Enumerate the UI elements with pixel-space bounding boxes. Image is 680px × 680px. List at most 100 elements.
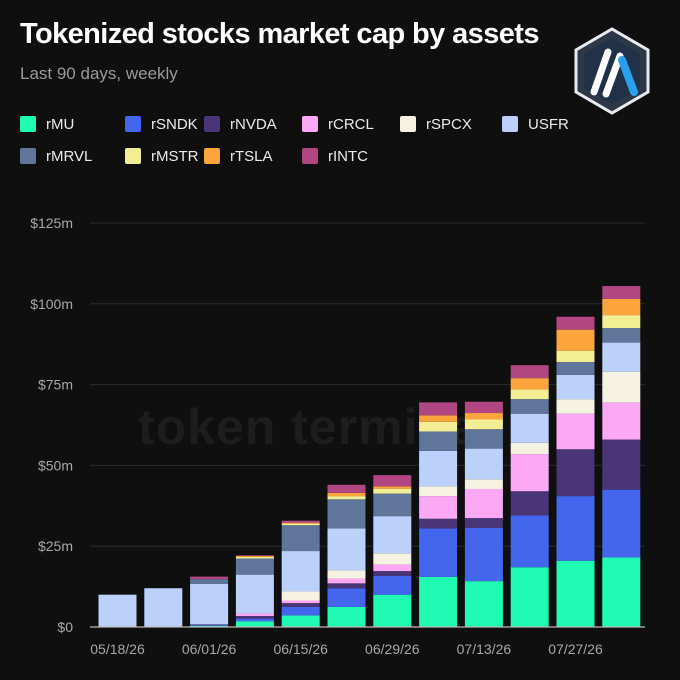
bar-segment-rnvda [281,603,320,607]
bar-segment-rmstr [602,315,641,329]
legend-item-rmrvl: rMRVL [20,146,92,166]
bar-segment-usfr [327,528,366,571]
bar-segment-rmstr [419,421,458,432]
x-tick-label: 07/27/26 [548,641,603,657]
bar-segment-rnvda [235,616,274,619]
legend-item-rnvda: rNVDA [204,114,277,134]
bar-segment-rintc [235,555,274,556]
bar-segment-rnvda [419,518,458,529]
bar-segment-rspcx [602,371,641,403]
bar-segment-rcrcl [281,600,320,604]
bar-segment-rintc [419,402,458,416]
legend-label: rNVDA [230,115,277,133]
bar-segment-rtsla [327,492,366,497]
legend-swatch [400,116,416,132]
bar-segment-rsndk [419,528,458,577]
bar-segment-rtsla [419,415,458,422]
bar-segment-rsndk [235,618,274,622]
bar-segment-rsndk [464,527,503,582]
legend-label: rMSTR [151,147,199,165]
bar-segment-rtsla [235,555,274,557]
bar-segment-usfr [464,448,503,480]
bar-segment-rintc [464,401,503,414]
bar-segment-rmrvl [419,431,458,451]
bar-segment-usfr [510,413,549,443]
legend-label: rCRCL [328,115,374,133]
bar-segment-rmrvl [281,525,320,552]
bar-segment-rmu [556,560,595,627]
y-tick-label: $25m [38,538,73,554]
bar-segment-rnvda [464,518,503,528]
bar-segment-rintc [602,286,641,299]
bar-segment-rmu [510,567,549,627]
bar-segment-rnvda [373,571,412,576]
bar-segment-rmstr [373,488,412,494]
legend-item-rsndk: rSNDK [125,114,198,134]
chart-legend: rMU rSNDK rNVDA rCRCL rSPCX USFR rMRVL rMSTR rTS… [20,114,569,174]
legend-swatch [204,148,220,164]
bar-segment-rintc [327,484,366,493]
bar-segment-rsndk [373,575,412,595]
bar-segment-rmu [327,606,366,627]
bar-segment-rintc [281,520,320,523]
legend-item-rmu: rMU [20,114,74,134]
bar-segment-rcrcl [373,564,412,572]
bar-segment-rcrcl [235,613,274,617]
bar-segment-rintc [373,475,412,487]
bar-segment-rnvda [190,624,229,626]
bar-segment-rspcx [419,486,458,497]
bar-segment-rtsla [510,378,549,390]
bar-segment-rspcx [327,570,366,579]
x-tick-label: 07/13/26 [457,641,512,657]
legend-item-rcrcl: rCRCL [302,114,374,134]
legend-swatch [125,116,141,132]
bar-segment-rmrvl [373,493,412,517]
bar-segment-rnvda [327,583,366,589]
bar-segment-rmrvl [510,399,549,414]
bar-segment-rnvda [602,439,641,490]
arbitrum-icon [574,27,650,115]
bar-segment-rspcx [281,591,320,601]
bar-segment-rnvda [510,491,549,516]
legend-item-rmstr: rMSTR [125,146,199,166]
bar-segment-rspcx [464,479,503,489]
bar-segment-rmrvl [556,361,595,375]
legend-item-usfr: USFR [502,114,569,134]
bar-segment-rmu [419,576,458,627]
x-tick-label: 06/01/26 [182,641,237,657]
bar-segment-rintc [510,365,549,379]
bar-segment-rmrvl [327,499,366,529]
bar-segment-rspcx [510,442,549,455]
y-tick-label: $125m [30,215,73,231]
y-tick-label: $75m [38,377,73,393]
bar-segment-rsndk [510,515,549,568]
bar-segment-rmstr [556,350,595,362]
legend-label: rSPCX [426,115,472,133]
legend-item-rspcx: rSPCX [400,114,472,134]
legend-label: USFR [528,115,569,133]
bar-segment-rmrvl [602,328,641,343]
bar-segment-rmu [235,621,274,627]
bar-segment-rsndk [281,606,320,616]
bar-segment-rmu [373,594,412,627]
bar-segment-usfr [144,588,183,627]
bar-segment-rspcx [373,553,412,565]
x-tick-label: 06/29/26 [365,641,420,657]
chart-subtitle: Last 90 days, weekly [20,64,178,83]
y-tick-label: $100m [30,296,73,312]
bar-segment-rmstr [510,389,549,400]
bar-segment-rsndk [602,489,641,558]
x-tick-label: 06/15/26 [273,641,328,657]
bar-segment-rmrvl [235,558,274,575]
bar-segment-rtsla [602,298,641,316]
legend-label: rTSLA [230,147,273,165]
chart-title: Tokenized stocks market cap by assets [20,18,539,50]
bar-segment-usfr [373,516,412,554]
bar-segment-rtsla [556,329,595,351]
bar-segment-rintc [556,316,595,330]
bar-segment-rnvda [556,449,595,497]
legend-label: rMU [46,115,75,133]
bar-segment-usfr [190,584,229,625]
bar-segment-usfr [235,574,274,614]
